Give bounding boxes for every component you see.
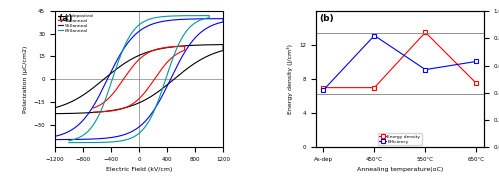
Line: As-deposited: As-deposited bbox=[55, 45, 223, 114]
650anneal bbox=[183, 15, 189, 17]
650anneal bbox=[66, 141, 72, 144]
Text: (b): (b) bbox=[319, 14, 334, 23]
450anneal bbox=[167, 46, 173, 48]
450anneal bbox=[116, 85, 122, 87]
Y-axis label: Energy density (J/cm³): Energy density (J/cm³) bbox=[287, 44, 293, 114]
550anneal bbox=[184, 18, 190, 20]
As-deposited bbox=[220, 43, 226, 46]
As-deposited bbox=[184, 45, 190, 47]
As-deposited bbox=[133, 56, 139, 58]
Energy density bbox=[371, 86, 377, 89]
450anneal bbox=[157, 47, 163, 50]
Energy density bbox=[422, 31, 428, 33]
450anneal bbox=[182, 45, 188, 47]
Efficiency bbox=[371, 34, 377, 37]
Legend: Energy density, Efficiency: Energy density, Efficiency bbox=[378, 133, 422, 145]
Efficiency bbox=[474, 60, 480, 63]
As-deposited bbox=[193, 44, 199, 46]
450anneal bbox=[134, 60, 140, 62]
X-axis label: Electric Field (kV/cm): Electric Field (kV/cm) bbox=[106, 167, 172, 172]
Line: Efficiency: Efficiency bbox=[321, 33, 479, 92]
450anneal bbox=[162, 46, 168, 49]
550anneal bbox=[220, 17, 226, 20]
As-deposited bbox=[52, 107, 58, 109]
450anneal bbox=[102, 110, 108, 113]
450anneal bbox=[90, 107, 96, 109]
Efficiency bbox=[422, 68, 428, 71]
450anneal bbox=[90, 111, 96, 113]
As-deposited bbox=[174, 45, 180, 47]
650anneal bbox=[66, 139, 72, 142]
Line: Energy density: Energy density bbox=[321, 30, 479, 90]
650anneal bbox=[133, 26, 139, 29]
X-axis label: Annealing temperature(oC): Annealing temperature(oC) bbox=[357, 167, 443, 172]
650anneal bbox=[105, 92, 111, 95]
Line: 650anneal: 650anneal bbox=[69, 16, 209, 143]
550anneal bbox=[174, 19, 180, 21]
650anneal bbox=[83, 141, 89, 144]
Line: 550anneal: 550anneal bbox=[55, 19, 223, 140]
Line: 450anneal: 450anneal bbox=[93, 46, 185, 112]
As-deposited bbox=[98, 80, 104, 82]
650anneal bbox=[176, 15, 182, 17]
Energy density bbox=[320, 86, 326, 89]
550anneal bbox=[133, 33, 139, 35]
Legend: As-deposited, 450anneal, 550anneal, 650anneal: As-deposited, 450anneal, 550anneal, 650a… bbox=[57, 13, 94, 33]
550anneal bbox=[98, 91, 104, 93]
550anneal bbox=[52, 135, 58, 137]
550anneal bbox=[193, 18, 199, 20]
550anneal bbox=[52, 139, 58, 141]
As-deposited bbox=[72, 112, 78, 114]
650anneal bbox=[168, 15, 174, 17]
Text: (a): (a) bbox=[58, 14, 73, 23]
Y-axis label: Polarization (μC/cm2): Polarization (μC/cm2) bbox=[23, 45, 28, 113]
650anneal bbox=[206, 15, 212, 17]
As-deposited bbox=[52, 113, 58, 115]
550anneal bbox=[72, 138, 78, 141]
Energy density bbox=[474, 82, 480, 84]
Efficiency bbox=[320, 89, 326, 91]
